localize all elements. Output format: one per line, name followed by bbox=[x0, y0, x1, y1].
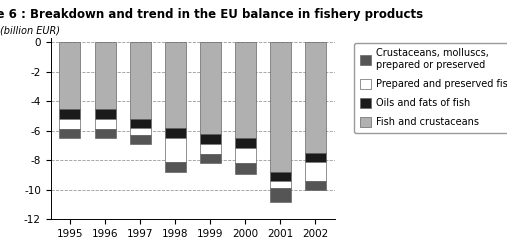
Bar bbox=[235, 163, 256, 174]
Bar bbox=[270, 188, 291, 202]
Bar bbox=[270, 42, 291, 172]
Bar bbox=[130, 119, 151, 128]
Bar bbox=[94, 119, 116, 129]
Bar bbox=[94, 42, 116, 109]
Bar bbox=[59, 119, 81, 129]
Bar bbox=[130, 135, 151, 144]
Bar bbox=[94, 129, 116, 138]
Bar bbox=[305, 42, 326, 153]
Bar bbox=[59, 42, 81, 109]
Bar bbox=[59, 109, 81, 119]
Bar bbox=[235, 42, 256, 138]
Bar bbox=[235, 138, 256, 148]
Bar bbox=[94, 109, 116, 119]
Bar bbox=[305, 153, 326, 162]
Bar bbox=[59, 129, 81, 138]
Bar bbox=[200, 42, 221, 134]
Bar bbox=[165, 42, 186, 128]
Bar bbox=[235, 148, 256, 163]
Bar bbox=[200, 144, 221, 154]
Bar bbox=[270, 172, 291, 181]
Bar bbox=[165, 162, 186, 172]
Bar bbox=[305, 162, 326, 181]
Bar bbox=[305, 181, 326, 190]
Text: Figure 6 : Breakdown and trend in the EU balance in fishery products: Figure 6 : Breakdown and trend in the EU… bbox=[0, 8, 423, 21]
Bar bbox=[270, 181, 291, 188]
Bar bbox=[130, 42, 151, 119]
Bar bbox=[130, 128, 151, 135]
Legend: Crustaceans, molluscs,
prepared or preserved, Prepared and preserved fish, Oils : Crustaceans, molluscs, prepared or prese… bbox=[354, 43, 507, 133]
Bar bbox=[200, 134, 221, 144]
Bar bbox=[165, 128, 186, 138]
Text: (billion EUR): (billion EUR) bbox=[0, 26, 60, 36]
Bar bbox=[200, 154, 221, 163]
Bar bbox=[165, 138, 186, 162]
